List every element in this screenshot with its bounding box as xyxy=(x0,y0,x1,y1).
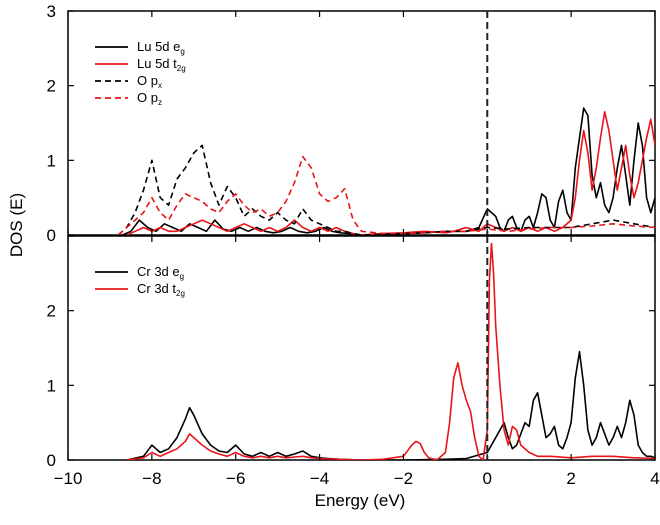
y-tick-label: 0 xyxy=(47,451,56,470)
series-line-bottom-1 xyxy=(126,242,655,460)
x-tick-label: 2 xyxy=(566,469,575,488)
x-tick-label: −2 xyxy=(394,469,413,488)
series-line-top-3 xyxy=(117,155,655,235)
series-line-top-0 xyxy=(122,107,655,235)
legend-label-top-0: Lu 5d eg xyxy=(137,39,185,56)
y-tick-label: 1 xyxy=(47,151,56,170)
legend-label-bottom-0: Cr 3d eg xyxy=(137,264,184,281)
x-tick-label: 0 xyxy=(483,469,492,488)
y-tick-label: 0 xyxy=(47,226,56,245)
y-tick-label: 3 xyxy=(47,2,56,21)
x-tick-label: −8 xyxy=(142,469,161,488)
legend-label-bottom-1: Cr 3d t2g xyxy=(137,281,185,298)
series-line-top-1 xyxy=(126,111,655,235)
legend-label-top-3: O pz xyxy=(137,90,162,107)
y-tick-label: 2 xyxy=(47,77,56,96)
bottom-panel-series xyxy=(126,242,655,460)
x-tick-label: −4 xyxy=(310,469,329,488)
axis-tick-labels: −10 −8 −6 −4 −2 0 2 4 0 1 2 3 0 1 2 xyxy=(47,2,660,488)
series-line-top-2 xyxy=(117,144,655,235)
legend-label-top-1: Lu 5d t2g xyxy=(137,56,186,73)
x-axis-title: Energy (eV) xyxy=(315,491,406,510)
x-tick-label: −6 xyxy=(226,469,245,488)
legend-label-top-2: O px xyxy=(137,73,162,90)
x-tick-label: −10 xyxy=(54,469,83,488)
y-axis-title: DOS (E) xyxy=(7,193,26,257)
series-line-bottom-0 xyxy=(126,350,655,460)
top-panel-series xyxy=(117,107,655,235)
y-tick-label: 2 xyxy=(47,302,56,321)
y-tick-label: 1 xyxy=(47,376,56,395)
x-tick-label: 4 xyxy=(650,469,659,488)
